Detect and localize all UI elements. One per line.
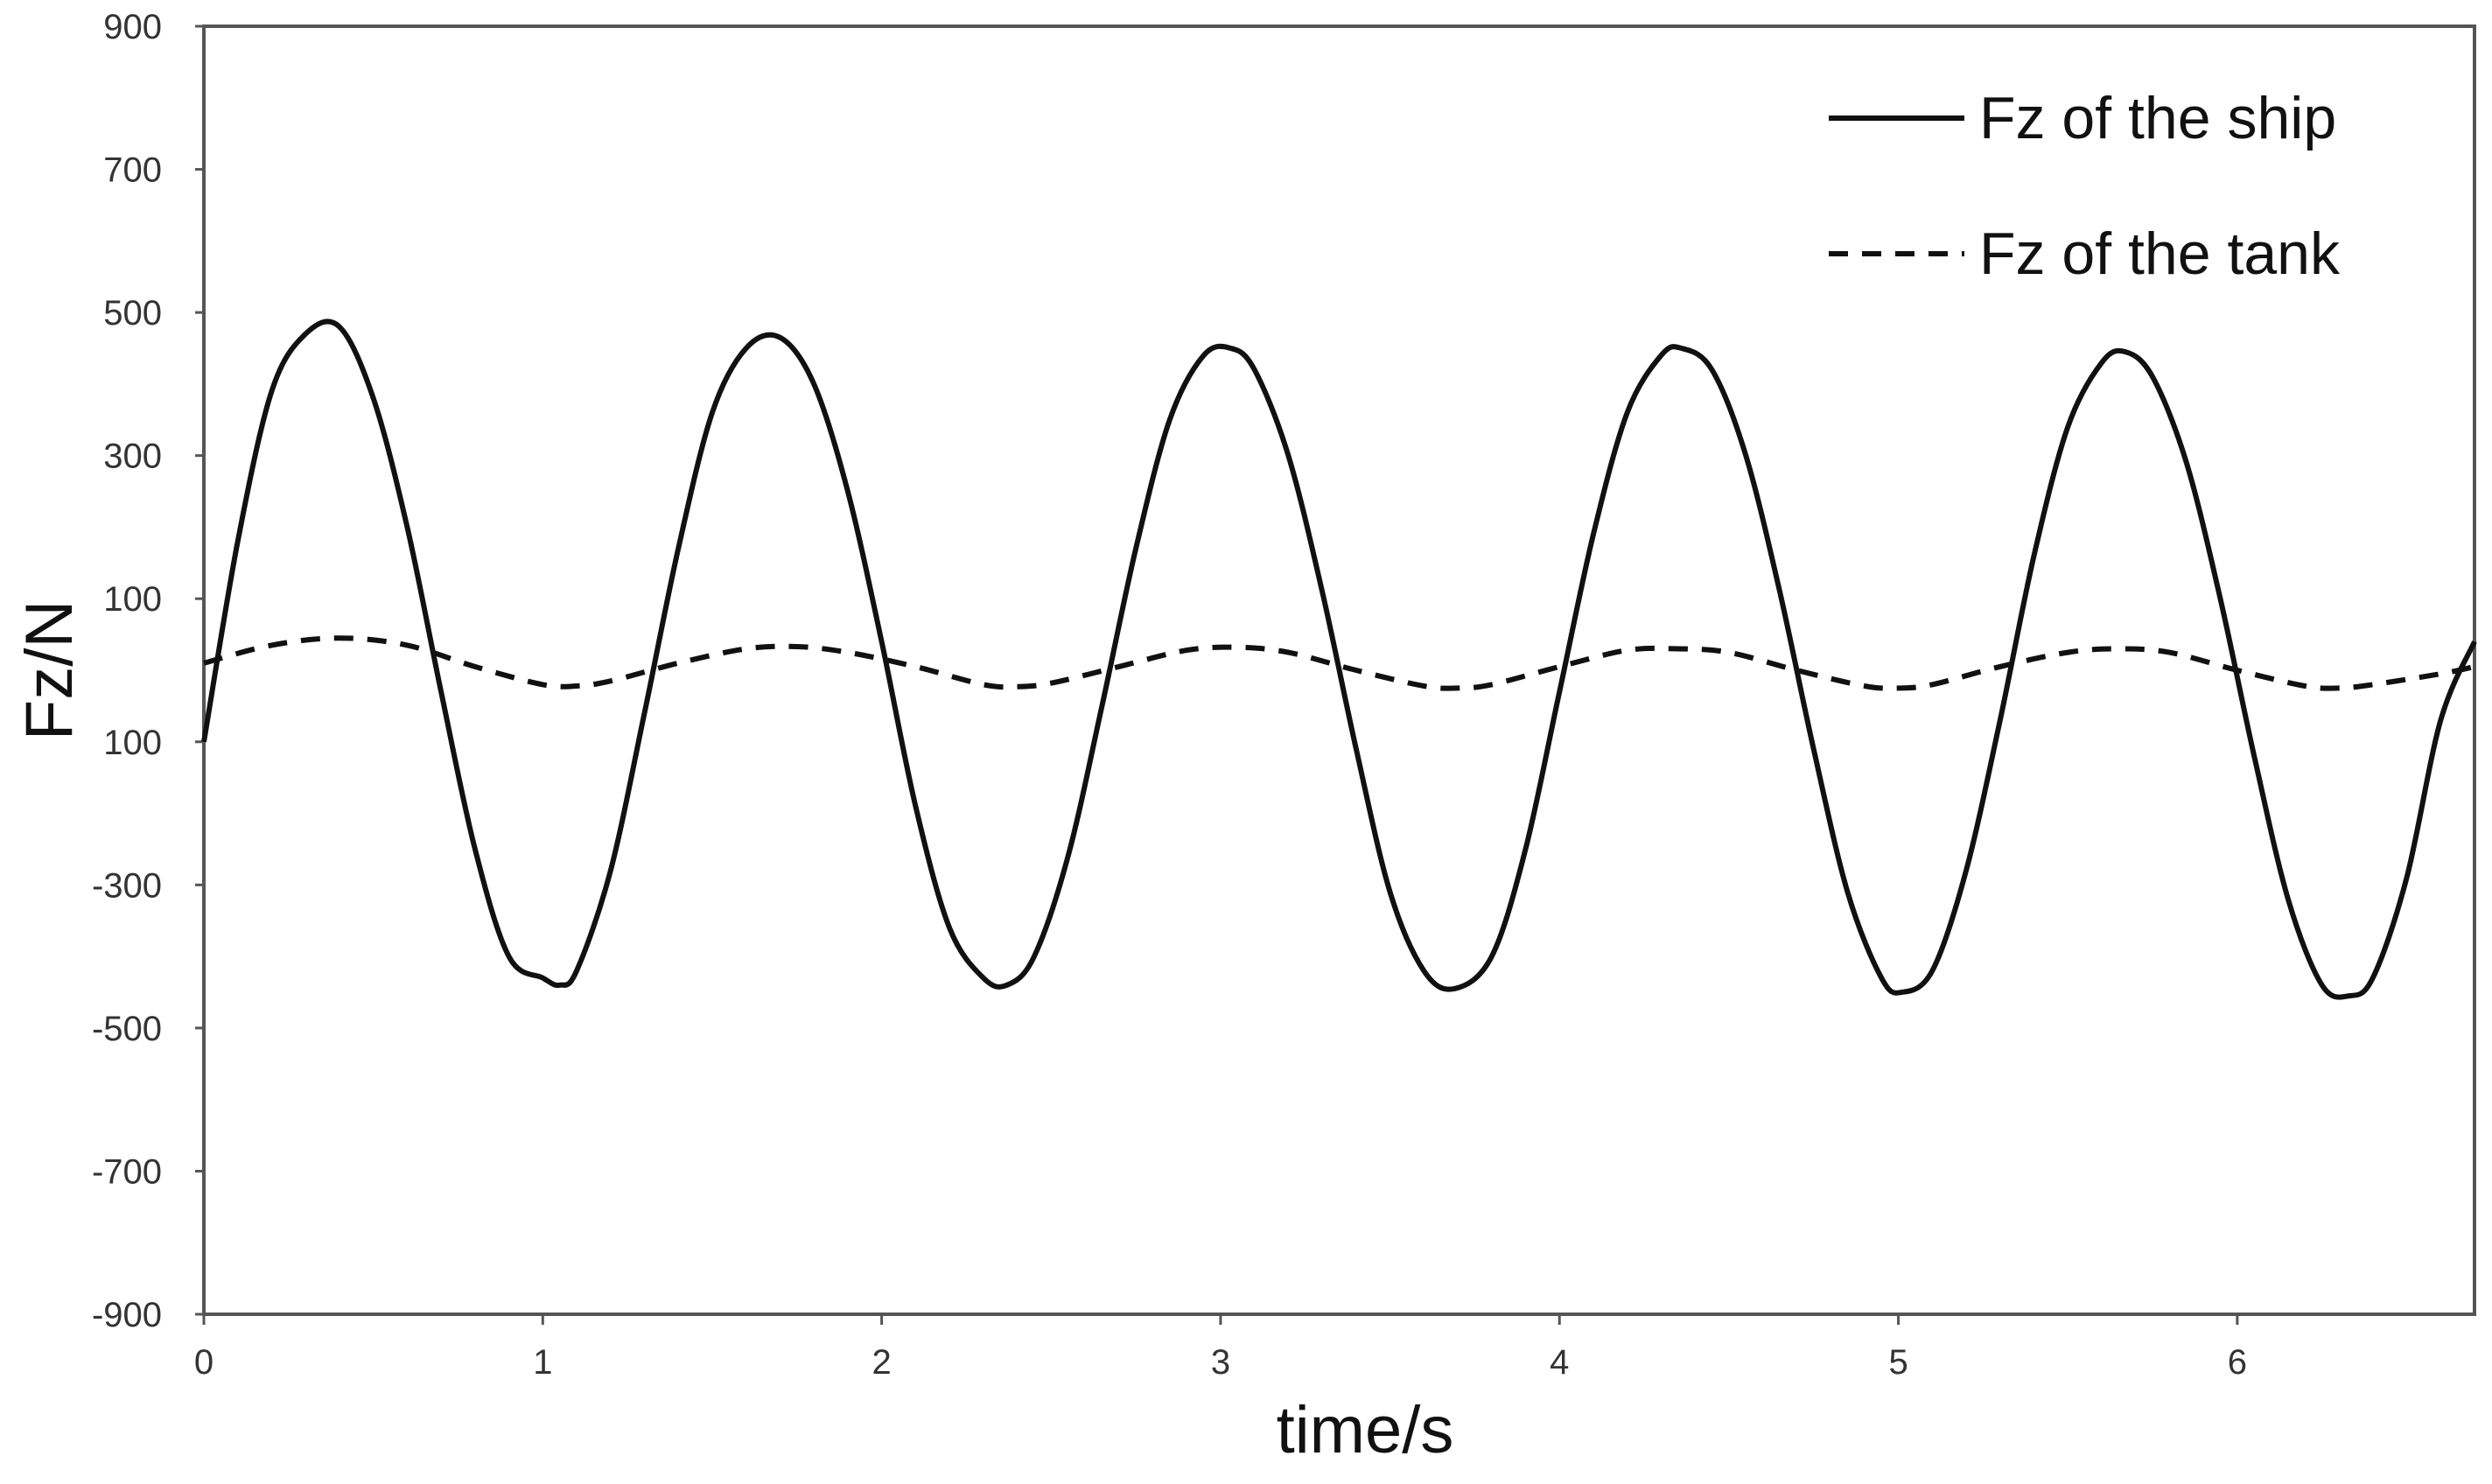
y-tick-label: 100 [103,580,162,619]
x-tick-label: 6 [2228,1343,2247,1382]
x-tick-label: 2 [872,1343,892,1382]
y-tick-label: 500 [103,294,162,332]
legend: Fz of the ship Fz of the tank [1829,85,2341,287]
x-tick-label: 3 [1211,1343,1230,1382]
x-axis-ticks: 0 1 2 3 4 5 6 [194,1314,2247,1382]
y-tick-label: 300 [103,438,162,476]
x-tick-label: 5 [1888,1343,1908,1382]
y-tick-label: 100 [103,724,162,762]
series-line-tank [203,635,2475,691]
y-tick-label: -500 [92,1010,162,1048]
y-tick-label: -900 [92,1296,162,1334]
x-tick-label: 1 [533,1343,552,1382]
series-line-ship [201,318,2477,1000]
y-tick-label: -700 [92,1152,162,1191]
series-layer [201,318,2477,1000]
legend-label-ship: Fz of the ship [1979,85,2336,151]
y-tick-label: 900 [103,8,162,46]
x-tick-label: 4 [1550,1343,1569,1382]
x-axis-title: time/s [1277,1393,1454,1467]
x-tick-label: 0 [194,1343,214,1382]
y-tick-label: -300 [92,866,162,905]
y-axis-title: Fz/N [12,600,87,740]
legend-label-tank: Fz of the tank [1979,220,2341,287]
plot-frame [202,24,2476,1316]
y-tick-label: 700 [103,151,162,190]
y-axis-ticks: 900 700 500 300 100 100 -300 -500 -700 -900 [92,8,204,1334]
